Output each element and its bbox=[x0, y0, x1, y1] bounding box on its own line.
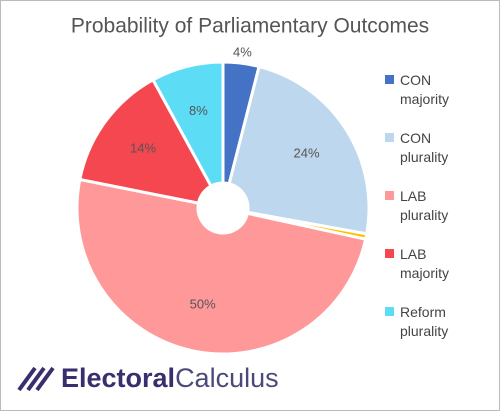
data-label: 4% bbox=[233, 45, 252, 60]
legend-swatch bbox=[385, 249, 394, 258]
legend-item: Reform plurality bbox=[385, 303, 495, 341]
logo-bold: Electoral bbox=[61, 363, 176, 393]
logo-icon bbox=[17, 366, 55, 391]
legend-item: LAB plurality bbox=[385, 187, 495, 225]
legend-swatch bbox=[385, 75, 394, 84]
legend-item: CON majority bbox=[385, 71, 495, 109]
logo-light: Calculus bbox=[175, 363, 279, 393]
legend-item: LAB majority bbox=[385, 245, 495, 283]
legend-label: CON plurality bbox=[400, 130, 449, 165]
legend-label: CON majority bbox=[400, 72, 450, 107]
chart-title: Probability of Parliamentary Outcomes bbox=[71, 15, 429, 38]
data-label: 24% bbox=[293, 146, 319, 161]
data-label: 50% bbox=[190, 297, 216, 312]
logo: Electoral Calculus bbox=[17, 363, 279, 394]
legend-label: LAB plurality bbox=[400, 188, 449, 223]
slice bbox=[227, 64, 371, 236]
legend-label: Reform plurality bbox=[400, 304, 449, 339]
legend-swatch bbox=[385, 133, 394, 142]
slice bbox=[75, 177, 368, 356]
legend-swatch bbox=[385, 191, 394, 200]
legend-swatch bbox=[385, 307, 394, 316]
legend: CON majority CON plurality LAB plurality LA… bbox=[385, 71, 495, 361]
slice bbox=[78, 77, 214, 205]
legend-label: LAB majority bbox=[400, 246, 450, 281]
slice bbox=[151, 60, 225, 189]
data-label: 14% bbox=[130, 141, 156, 156]
legend-item: CON plurality bbox=[385, 129, 495, 167]
data-label: 8% bbox=[189, 103, 208, 118]
